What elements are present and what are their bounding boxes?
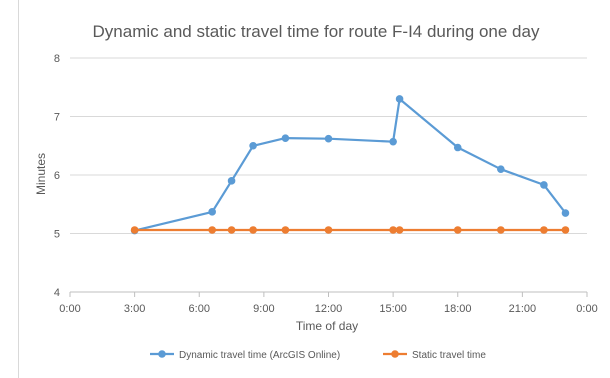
y-tick-label: 8 — [54, 53, 60, 65]
data-point — [395, 95, 404, 103]
data-point — [389, 226, 397, 234]
data-point — [324, 226, 333, 234]
x-tick-label: 9:00 — [253, 303, 274, 315]
y-tick-label: 6 — [54, 170, 60, 182]
data-point — [389, 137, 397, 146]
data-point — [540, 226, 548, 234]
data-point — [208, 208, 216, 216]
data-point — [249, 226, 257, 234]
data-point — [130, 226, 139, 234]
x-tick-label: 12:00 — [315, 303, 343, 315]
series-static — [130, 226, 570, 234]
data-point — [497, 226, 505, 234]
x-axis-label: Time of day — [296, 319, 358, 333]
x-tick-label: 6:00 — [189, 303, 210, 315]
legend-label: Dynamic travel time (ArcGIS Online) — [179, 350, 340, 361]
x-axis-ticks: 0:00 3:00 6:00 9:00 12:00 15:00 18:00 21:00 0:00 — [59, 303, 597, 315]
chart-frame — [18, 0, 610, 378]
legend-marker — [391, 350, 399, 358]
x-tick-label: 15:00 — [379, 303, 407, 315]
data-point — [395, 226, 404, 234]
series-dynamic — [130, 95, 570, 235]
series-group — [130, 95, 570, 235]
data-point — [561, 226, 570, 234]
data-point — [324, 134, 333, 143]
x-tick-label: 0:00 — [59, 303, 80, 315]
x-tick-label: 21:00 — [509, 303, 537, 315]
data-point — [227, 226, 236, 234]
data-point — [497, 165, 505, 173]
y-tick-label: 5 — [54, 229, 60, 241]
chart-title: Dynamic and static travel time for route… — [93, 22, 540, 41]
x-tick-label: 18:00 — [444, 303, 472, 315]
data-point — [249, 141, 257, 150]
data-point — [453, 143, 462, 152]
series-line — [134, 97, 567, 232]
data-point — [281, 134, 290, 142]
axes — [69, 291, 588, 297]
gridlines — [70, 57, 587, 234]
y-axis-ticks: 4 5 6 7 8 — [54, 53, 60, 299]
data-point — [540, 181, 548, 189]
y-tick-label: 4 — [54, 287, 60, 299]
data-point — [281, 226, 290, 234]
y-tick-label: 7 — [54, 112, 60, 124]
data-point — [208, 226, 216, 234]
data-point — [227, 177, 236, 185]
legend: Dynamic travel time (ArcGIS Online) Stati… — [150, 350, 486, 361]
data-point — [453, 226, 462, 234]
legend-item-dynamic: Dynamic travel time (ArcGIS Online) — [150, 350, 340, 361]
legend-marker — [158, 350, 166, 358]
data-point — [561, 209, 570, 217]
y-axis-label: Minutes — [34, 153, 48, 195]
x-tick-label: 0:00 — [576, 303, 597, 315]
legend-item-static: Static travel time — [383, 350, 486, 361]
legend-label: Static travel time — [412, 350, 486, 361]
x-tick-label: 3:00 — [124, 303, 145, 315]
